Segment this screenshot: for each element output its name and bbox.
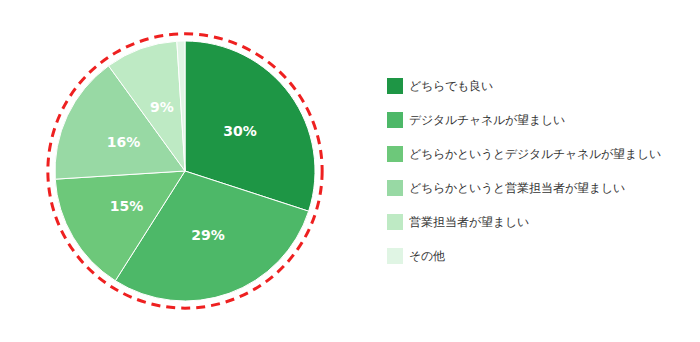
svg-text:営業担当者が望ましい: 営業担当者が望ましい [409,215,529,229]
svg-text:どちらかというとデジタルチャネルが望ましい: どちらかというとデジタルチャネルが望ましい [409,147,661,161]
svg-text:30%: 30% [223,123,257,139]
svg-text:16%: 16% [107,134,141,150]
svg-text:9%: 9% [150,99,174,115]
svg-text:29%: 29% [191,227,225,243]
svg-text:どちらかというと営業担当者が望ましい: どちらかというと営業担当者が望ましい [409,181,625,195]
svg-text:どちらでも良い: どちらでも良い [409,79,493,93]
svg-text:15%: 15% [110,198,144,214]
svg-text:その他: その他 [409,249,445,263]
svg-text:デジタルチャネルが望ましい: デジタルチャネルが望ましい [409,113,565,127]
